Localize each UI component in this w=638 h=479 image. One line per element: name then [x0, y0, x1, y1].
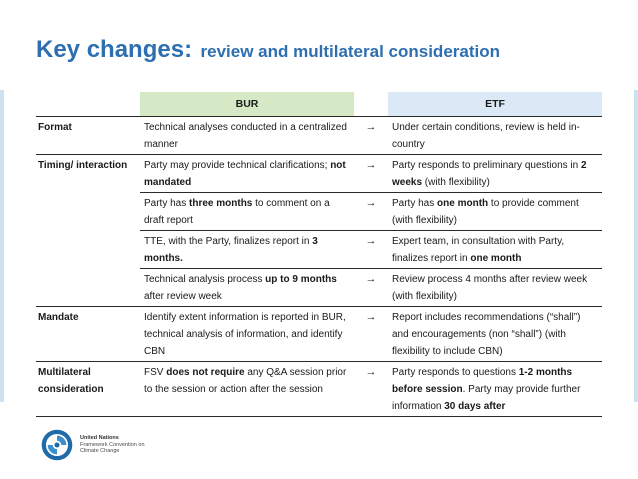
- etf-cell: Review process 4 months after review wee…: [388, 268, 602, 307]
- bur-cell: Technical analysis process up to 9 month…: [140, 268, 354, 307]
- etf-cell-text: Under certain conditions, review is held…: [392, 122, 580, 150]
- etf-cell-text: 2 weeks: [392, 160, 587, 188]
- bur-cell-text: Technical analysis process: [144, 274, 266, 285]
- logo-line2: Framework Convention on: [80, 441, 145, 448]
- bur-cell-text: any Q&A session prior to the session or …: [144, 367, 347, 395]
- bur-cell: Party has three months to comment on a d…: [140, 192, 354, 231]
- bur-cell-text: does not require: [166, 367, 245, 378]
- row-label: [36, 231, 140, 269]
- etf-cell: Report includes recommendations (“shall”…: [388, 306, 602, 362]
- arrow-right-icon: →: [354, 116, 388, 155]
- slide-title: Key changes: review and multilateral con…: [36, 36, 500, 64]
- row-label: Mandate: [36, 306, 140, 362]
- bur-cell: Identify extent information is reported …: [140, 306, 354, 362]
- table-header-row: BUR ETF: [36, 92, 602, 117]
- arrow-right-icon: →: [354, 192, 388, 231]
- table-row: Format Technical analyses conducted in a …: [36, 116, 602, 155]
- logo-line3: Climate Change: [80, 448, 120, 455]
- left-accent-bar: [0, 90, 4, 402]
- bur-cell-text: Party has: [144, 198, 190, 209]
- row-label: Multilateral consideration: [36, 361, 140, 417]
- etf-cell-text: to provide comment (with flexibility): [392, 198, 579, 226]
- table-body: Format Technical analyses conducted in a …: [36, 116, 602, 417]
- row-label: [36, 269, 140, 307]
- etf-cell-text: . Party may provide further information: [392, 384, 581, 412]
- comparison-table: BUR ETF Format Technical analyses conduct…: [36, 92, 602, 417]
- etf-cell-text: one month: [470, 253, 522, 264]
- etf-cell-text: Party has: [392, 198, 438, 209]
- header-bur: BUR: [140, 92, 354, 117]
- etf-cell: Expert team, in consultation with Party,…: [388, 230, 602, 269]
- bur-cell: Party may provide technical clarificatio…: [140, 154, 354, 193]
- row-label: [36, 193, 140, 231]
- table-row: Party has three months to comment on a d…: [36, 192, 602, 231]
- table-row: Timing/ interaction Party may provide tec…: [36, 154, 602, 193]
- bur-cell-text: to comment on a draft report: [144, 198, 330, 226]
- etf-cell-text: 30 days after: [444, 401, 506, 412]
- bur-cell-text: Identify extent information is reported …: [144, 312, 346, 357]
- etf-cell-text: (with flexibility): [422, 177, 490, 188]
- table-row: Mandate Identify extent information is re…: [36, 306, 602, 362]
- arrow-right-icon: →: [354, 230, 388, 269]
- bur-cell-text: not mandated: [144, 160, 346, 188]
- etf-cell: Party responds to preliminary questions …: [388, 154, 602, 193]
- arrow-right-icon: →: [354, 361, 388, 417]
- etf-cell-text: one month: [437, 198, 489, 209]
- bur-cell-text: TTE, with the Party, finalizes report in: [144, 236, 313, 247]
- table-row: Multilateral consideration FSV does not r…: [36, 361, 602, 417]
- etf-cell-text: Report includes recommendations (“shall”…: [392, 312, 581, 357]
- title-subtitle: review and multilateral consideration: [200, 42, 500, 61]
- etf-cell: Party responds to questions 1-2 months b…: [388, 361, 602, 417]
- logo-text: United Nations Framework Convention on C…: [80, 435, 145, 455]
- bur-cell-text: after review week: [144, 291, 222, 302]
- row-label: Format: [36, 116, 140, 155]
- etf-cell-text: 1-2 months before session: [392, 367, 573, 395]
- header-etf: ETF: [388, 92, 602, 117]
- etf-cell-text: Review process 4 months after review wee…: [392, 274, 588, 302]
- table-row: TTE, with the Party, finalizes report in…: [36, 230, 602, 269]
- bur-cell-text: Technical analyses conducted in a centra…: [144, 122, 347, 150]
- bur-cell-text: Party may provide technical clarificatio…: [144, 160, 331, 171]
- bur-cell: Technical analyses conducted in a centra…: [140, 116, 354, 155]
- unfccc-globe-icon: [41, 429, 73, 461]
- arrow-right-icon: →: [354, 306, 388, 362]
- logo-org: United Nations: [80, 435, 119, 442]
- row-label: Timing/ interaction: [36, 154, 140, 193]
- title-main: Key changes:: [36, 36, 193, 63]
- bur-cell-text: up to 9 months: [265, 274, 337, 285]
- etf-cell-text: Party responds to preliminary questions …: [392, 160, 581, 171]
- bur-cell: TTE, with the Party, finalizes report in…: [140, 230, 354, 269]
- bur-cell-text: FSV: [144, 367, 167, 378]
- etf-cell-text: Expert team, in consultation with Party,…: [392, 236, 565, 264]
- right-accent-bar: [634, 90, 638, 402]
- unfccc-logo: United Nations Framework Convention on C…: [40, 428, 145, 462]
- bur-cell-text: 3 months.: [144, 236, 318, 264]
- header-arrow-blank: [354, 92, 388, 117]
- table-row: Technical analysis process up to 9 month…: [36, 268, 602, 307]
- bur-cell-text: three months: [189, 198, 253, 209]
- arrow-right-icon: →: [354, 268, 388, 307]
- etf-cell-text: Party responds to questions: [392, 367, 519, 378]
- header-blank: [36, 92, 140, 117]
- etf-cell: Under certain conditions, review is held…: [388, 116, 602, 155]
- bur-cell: FSV does not require any Q&A session pri…: [140, 361, 354, 417]
- arrow-right-icon: →: [354, 154, 388, 193]
- etf-cell: Party has one month to provide comment (…: [388, 192, 602, 231]
